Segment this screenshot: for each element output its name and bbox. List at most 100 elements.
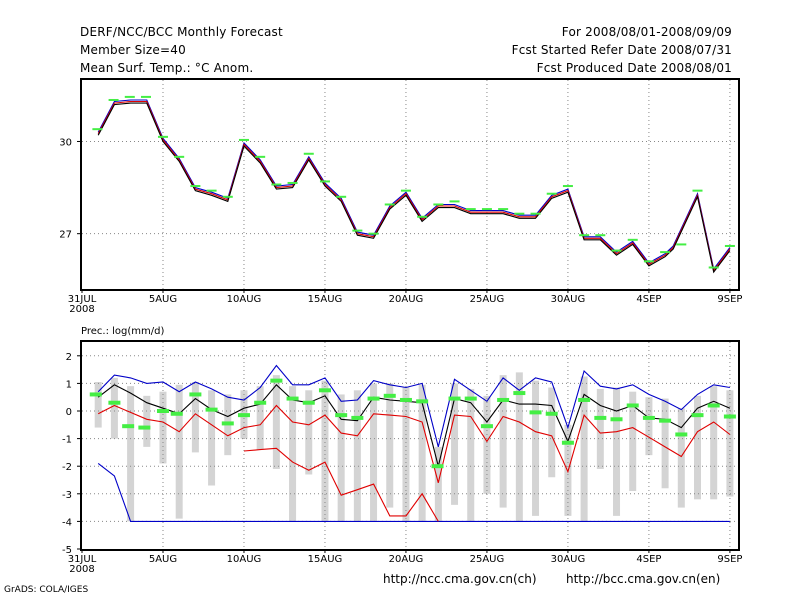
bcc-link[interactable]: http://bcc.cma.gov.cn(en) — [566, 572, 721, 586]
temp-marker — [676, 243, 687, 246]
prec-series-lower — [97, 404, 731, 483]
prec-series-mean — [97, 384, 731, 467]
prec-plot-frame — [80, 340, 740, 551]
member-size-label: Member Size=40 — [80, 43, 186, 57]
temp-marker — [627, 238, 638, 241]
prec-series-bottom — [97, 462, 730, 522]
temp-marker — [595, 234, 606, 237]
prec-marker — [707, 403, 720, 408]
prec-xtick-label: 5AUG — [149, 554, 177, 565]
temp-marker — [384, 203, 395, 206]
prec-range-box — [726, 390, 734, 497]
temp-marker — [108, 98, 119, 101]
prec-marker — [122, 424, 135, 429]
temp-xtick-label: 31JUL — [68, 294, 97, 305]
temp-marker — [433, 203, 444, 206]
temp-marker — [481, 208, 492, 211]
prec-series-upper — [97, 364, 730, 448]
prec-xtick-label: 20AUG — [389, 554, 424, 565]
temp-marker — [303, 152, 314, 155]
prec-range-box — [499, 375, 507, 508]
prec-marker — [205, 407, 218, 412]
temp-layer — [82, 80, 738, 289]
prec-marker — [270, 378, 283, 383]
temp-xtick-label: 5AUG — [149, 294, 177, 305]
prec-marker — [675, 432, 688, 437]
temp-series-ensemble — [97, 99, 731, 271]
prec-marker — [302, 400, 315, 405]
prec-marker — [351, 415, 364, 420]
prec-xtick-label: 9SEP — [717, 554, 742, 565]
temp-marker — [174, 155, 185, 158]
prec-range-box — [321, 380, 329, 522]
temp-xtick-label: 9SEP — [717, 294, 742, 305]
prec-range-box — [127, 386, 135, 522]
temp-series-mean — [97, 102, 731, 274]
prec-marker — [513, 391, 526, 396]
prec-ytick-label: 1 — [66, 379, 72, 390]
prec-marker — [578, 397, 591, 402]
prec-title: Prec.: log(mm/d) — [81, 326, 164, 337]
prec-marker — [431, 464, 444, 469]
prec-range-box — [94, 382, 102, 428]
prec-marker — [318, 388, 331, 393]
prec-xtick-label: 31JUL — [68, 554, 97, 565]
prec-range-box — [434, 446, 442, 522]
temp-xtick-label: 25AUG — [470, 294, 505, 305]
prec-range-box — [451, 383, 459, 505]
temp-marker — [498, 208, 509, 211]
prec-marker — [594, 415, 607, 420]
prec-range-box — [175, 384, 183, 519]
prec-xtick-label: 30AUG — [551, 554, 586, 565]
prec-ytick-label: 2 — [66, 352, 72, 363]
temp-xtick-label: 10AUG — [227, 294, 262, 305]
produced-date: Fcst Produced Date 2008/08/01 — [536, 61, 732, 75]
prec-marker — [448, 396, 461, 401]
temp-marker — [319, 180, 330, 183]
temp-marker — [530, 212, 541, 215]
prec-marker — [254, 400, 267, 405]
prec-ytick-label: -3 — [62, 490, 72, 501]
prec-marker — [691, 413, 704, 418]
temp-marker — [222, 195, 233, 198]
prec-range-box — [159, 391, 167, 464]
temp-xtick-label: 4SEP — [636, 294, 661, 305]
temp-marker — [417, 215, 428, 218]
prec-range-box — [256, 386, 264, 450]
temp-ytick-label: 30 — [59, 137, 72, 148]
prec-ytick-label: -1 — [62, 435, 72, 446]
prec-range-box — [532, 380, 540, 516]
temp-series-bias — [97, 100, 731, 272]
grads-credit: GrADS: COLA/IGES — [4, 585, 89, 595]
prec-marker — [464, 396, 477, 401]
prec-range-box — [208, 390, 216, 486]
temp-marker — [124, 95, 135, 98]
prec-range-box — [370, 383, 378, 522]
prec-range-box — [353, 390, 361, 522]
temp-marker — [368, 232, 379, 235]
temp-year-label: 2008 — [69, 304, 94, 315]
prec-range-box — [694, 395, 702, 500]
prec-ytick-label: -4 — [62, 517, 72, 528]
temp-marker — [190, 185, 201, 188]
prec-ytick-label: -2 — [62, 462, 72, 473]
prec-year-label: 2008 — [69, 564, 94, 575]
temp-marker — [579, 234, 590, 237]
variable-label: Mean Surf. Temp.: °C Anom. — [80, 61, 254, 75]
forecast-period: For 2008/08/01-2008/09/09 — [561, 25, 732, 39]
temp-marker — [643, 260, 654, 263]
prec-xtick-label: 15AUG — [308, 554, 343, 565]
temp-marker — [724, 244, 735, 247]
temp-marker — [562, 185, 573, 188]
prec-ytick-label: 0 — [66, 407, 72, 418]
prec-marker — [529, 410, 542, 415]
temp-marker — [255, 155, 266, 158]
prec-marker — [156, 409, 169, 413]
temp-xtick-label: 20AUG — [389, 294, 424, 305]
prec-range-box — [515, 372, 523, 522]
prec-range-box — [548, 387, 556, 478]
temp-plot-frame — [80, 78, 740, 291]
prec-marker — [89, 392, 102, 397]
ncc-link[interactable]: http://ncc.cma.gov.cn(ch) — [383, 572, 537, 586]
